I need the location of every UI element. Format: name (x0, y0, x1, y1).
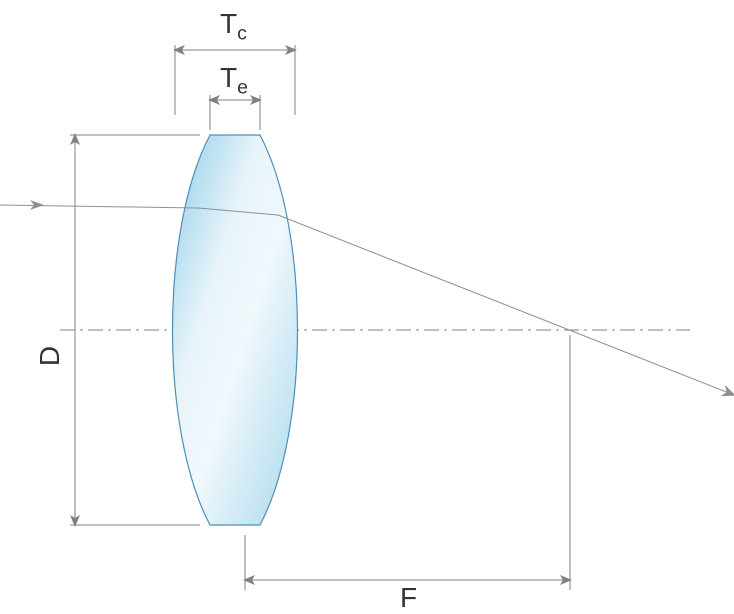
d-label: D (34, 346, 66, 366)
ray-incoming (0, 205, 198, 208)
te-label: Te (220, 62, 248, 100)
tc-label: Tc (220, 8, 247, 46)
lens-diagram (0, 0, 734, 610)
f-label: F (400, 582, 417, 614)
lens-shape (173, 135, 298, 525)
ray-refracted (278, 215, 734, 395)
